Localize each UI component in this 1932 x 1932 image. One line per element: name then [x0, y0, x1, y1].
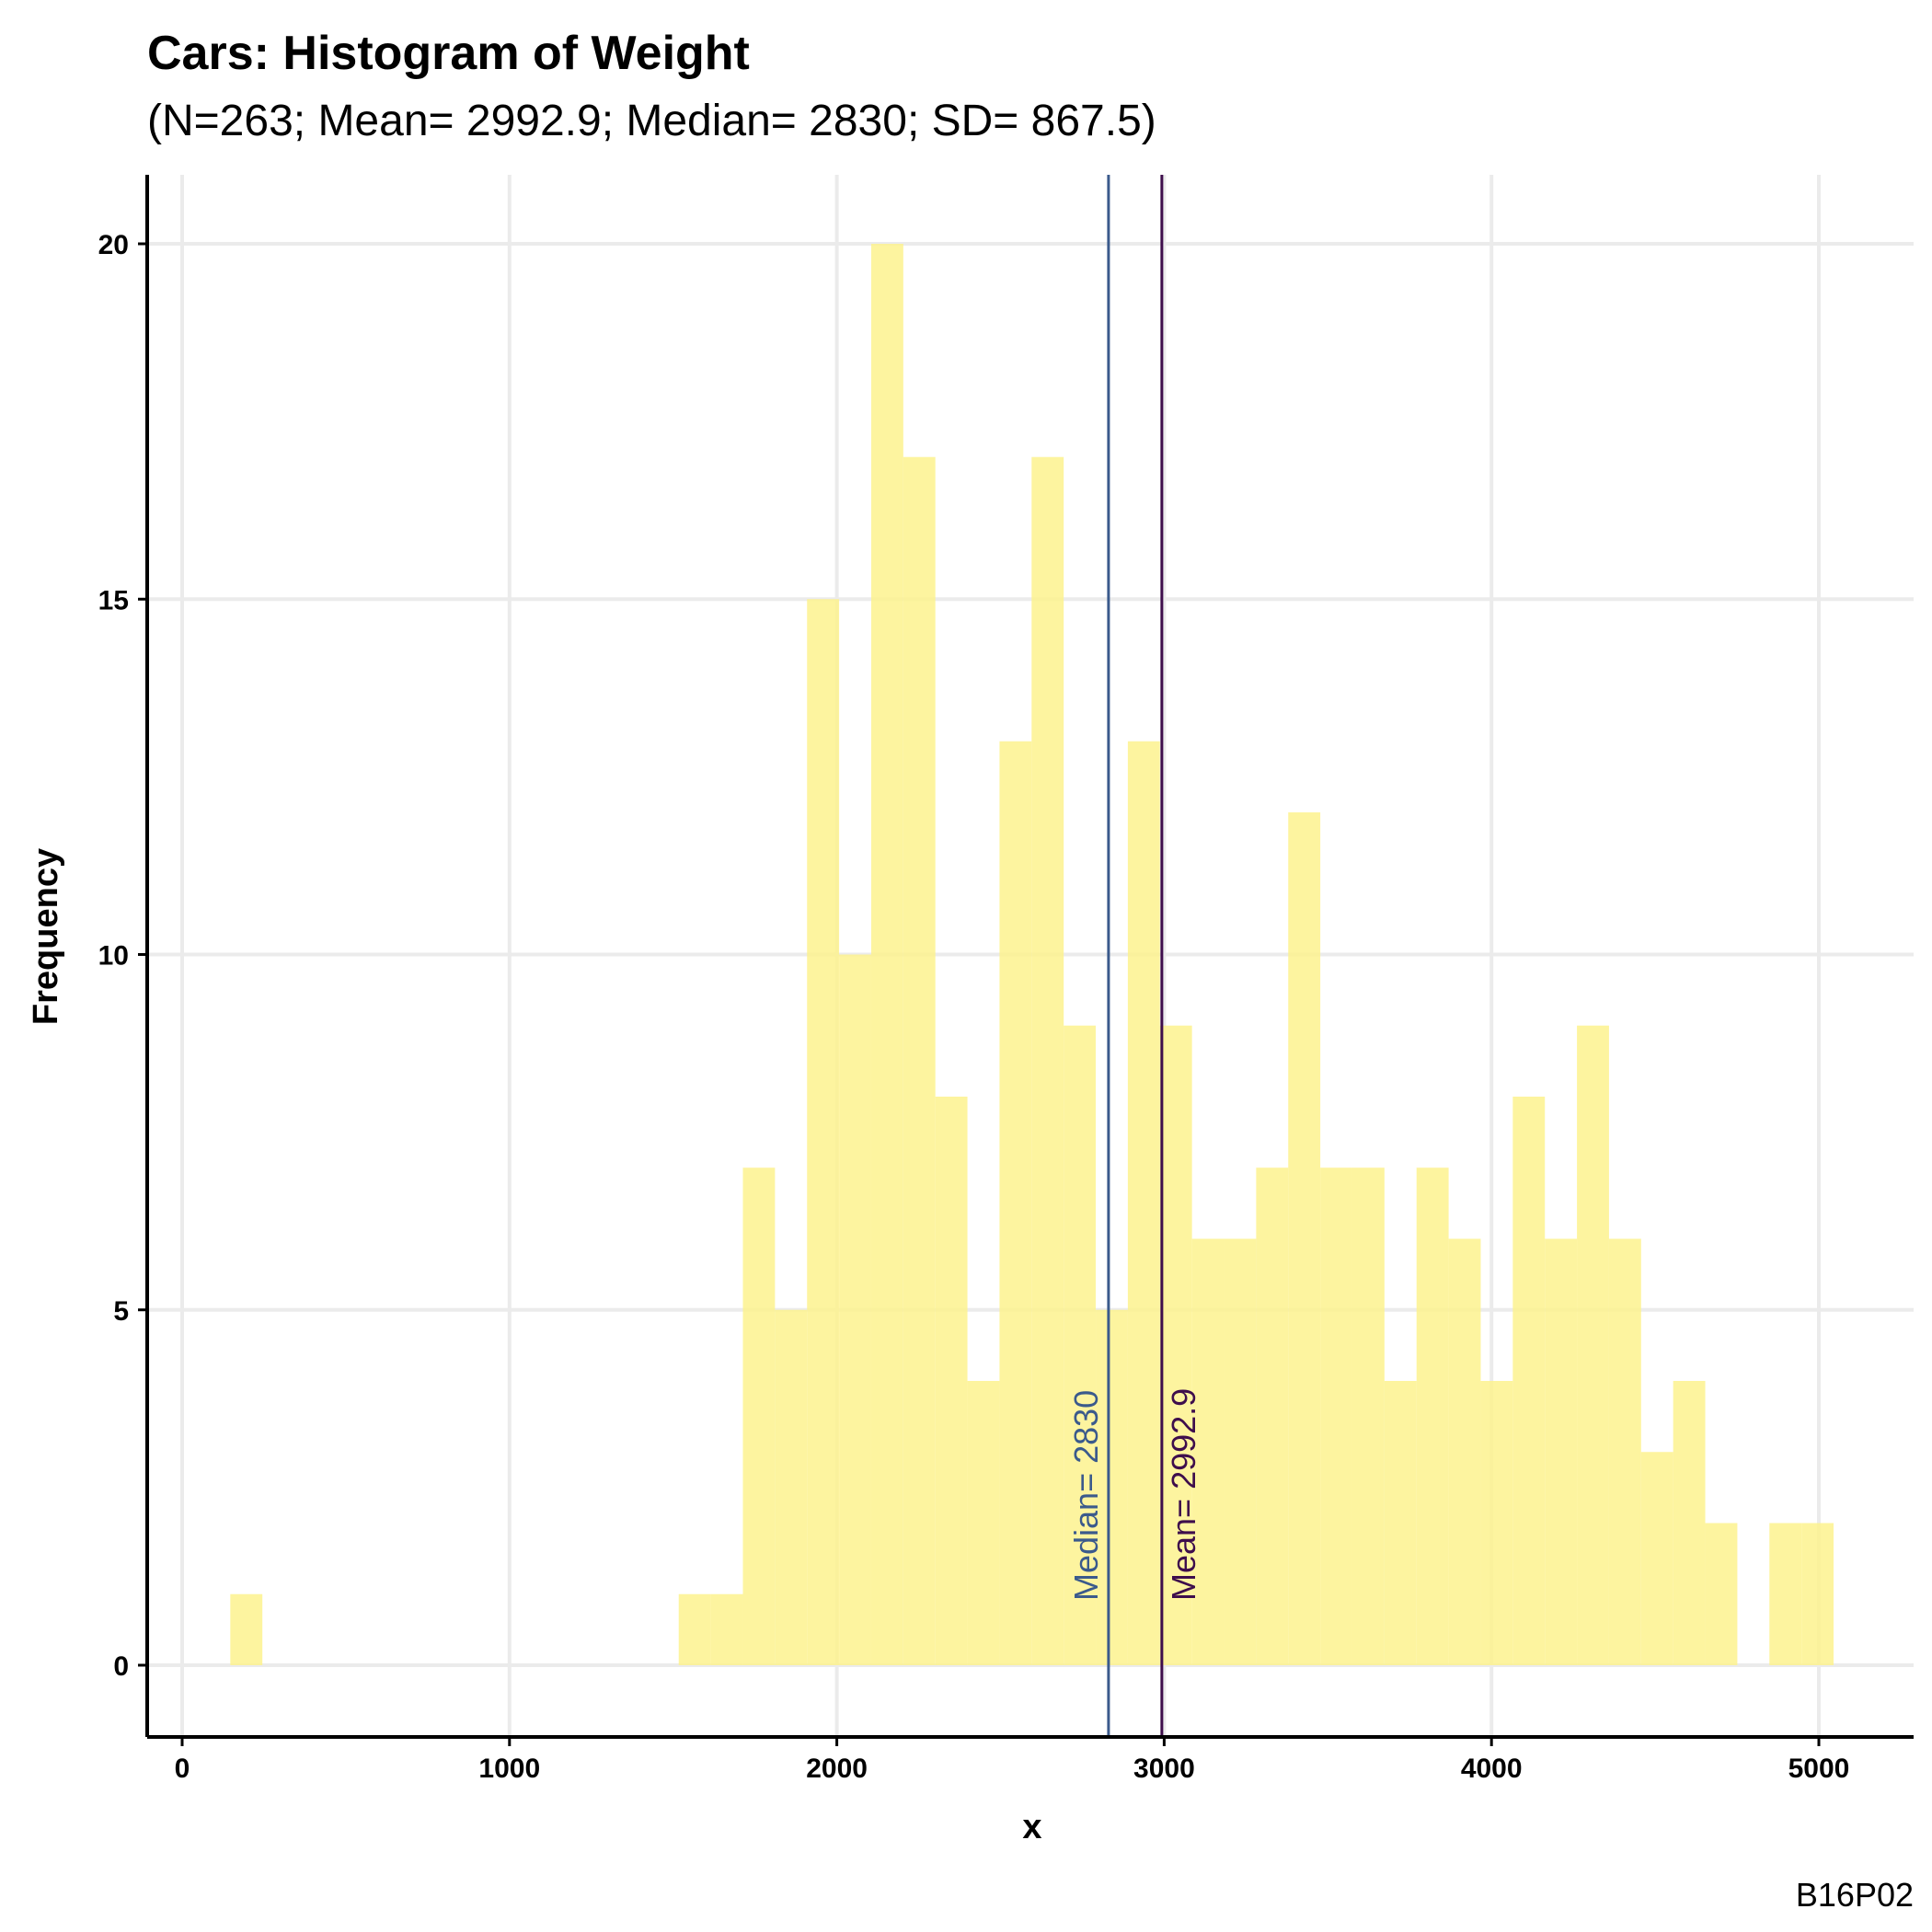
- histogram-bar-11: [999, 741, 1032, 1665]
- x-tick-label-0: 0: [175, 1754, 190, 1784]
- histogram-bar-4: [775, 1309, 808, 1665]
- x-tick-label-2000: 2000: [806, 1754, 868, 1784]
- histogram-bar-9: [935, 1097, 968, 1665]
- y-tick-label-15: 15: [98, 585, 129, 615]
- histogram-bar-25: [1448, 1238, 1481, 1665]
- y-axis-title: Frequency: [27, 848, 65, 1025]
- histogram-bar-6: [839, 954, 871, 1665]
- histogram-bar-17: [1191, 1238, 1225, 1665]
- chart-subtitle: (N=263; Mean= 2992.9; Median= 2830; SD= …: [147, 97, 1156, 145]
- histogram-bar-22: [1351, 1167, 1385, 1665]
- histogram-bar-1: [678, 1593, 711, 1665]
- histogram-bar-3: [742, 1167, 776, 1665]
- histogram-bar-13: [1064, 1025, 1097, 1665]
- histogram-bar-8: [903, 456, 936, 1665]
- histogram-bar-0: [230, 1593, 263, 1665]
- histogram-bar-15: [1127, 741, 1160, 1665]
- x-axis-title: x: [1022, 1808, 1041, 1846]
- histogram-bars: [230, 244, 1834, 1665]
- y-tick-label-5: 5: [113, 1296, 129, 1327]
- histogram-bar-7: [870, 244, 903, 1665]
- histogram-bar-26: [1480, 1381, 1513, 1665]
- histogram-bar-35: [1801, 1523, 1834, 1665]
- histogram-bar-24: [1416, 1167, 1449, 1665]
- histogram-bar-16: [1159, 1025, 1192, 1665]
- histogram-bar-32: [1673, 1381, 1706, 1665]
- y-tick-label-0: 0: [113, 1651, 129, 1682]
- x-tick-label-5000: 5000: [1788, 1754, 1850, 1784]
- histogram-bar-10: [967, 1381, 1000, 1665]
- x-tick-label-4000: 4000: [1461, 1754, 1523, 1784]
- histogram-bar-28: [1545, 1238, 1578, 1665]
- histogram-bar-27: [1512, 1097, 1546, 1665]
- x-tick-label-1000: 1000: [478, 1754, 540, 1784]
- x-tick-label-3000: 3000: [1133, 1754, 1195, 1784]
- histogram-bar-30: [1608, 1238, 1641, 1665]
- reference-lines: Median= 2830 Mean= 2992.9: [1067, 175, 1202, 1737]
- mean-label: Mean= 2992.9: [1165, 1388, 1202, 1601]
- histogram-bar-34: [1769, 1523, 1802, 1665]
- histogram-bar-19: [1256, 1167, 1289, 1665]
- histogram-bar-21: [1320, 1167, 1352, 1665]
- tick-labels: 0 1000 2000 3000 4000 5000 0 5 10 15 20: [98, 230, 1850, 1784]
- histogram-bar-29: [1577, 1025, 1609, 1665]
- histogram-bar-14: [1096, 1309, 1128, 1665]
- y-tick-label-10: 10: [98, 941, 129, 972]
- histogram-bar-33: [1705, 1523, 1738, 1665]
- histogram-bar-20: [1288, 812, 1321, 1665]
- histogram-bar-5: [807, 599, 840, 1665]
- chart-caption: B16P02: [1796, 1876, 1914, 1914]
- y-tick-label-20: 20: [98, 230, 129, 260]
- median-label: Median= 2830: [1067, 1390, 1105, 1601]
- chart-title: Cars: Histogram of Weight: [147, 27, 750, 80]
- histogram-bar-2: [710, 1593, 743, 1665]
- histogram-bar-18: [1224, 1238, 1257, 1665]
- histogram-bar-31: [1640, 1452, 1673, 1665]
- histogram-bar-12: [1031, 456, 1064, 1665]
- histogram-bar-23: [1384, 1381, 1417, 1665]
